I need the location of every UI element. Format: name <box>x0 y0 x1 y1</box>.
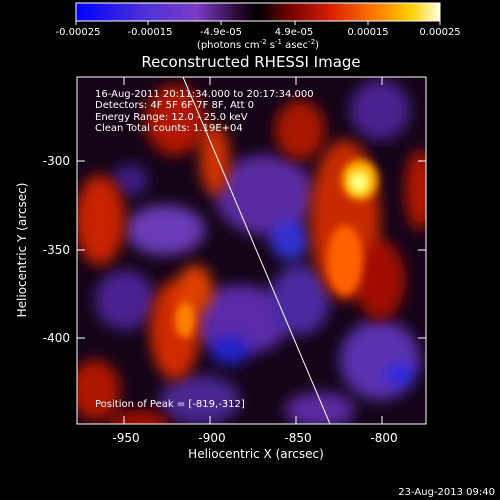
colorbar-tick-label: 4.9e-05 <box>275 27 313 38</box>
image-plot-area <box>77 77 426 424</box>
colorbar: -0.00025 -0.00015 -4.9e-05 4.9e-05 0.000… <box>56 2 461 51</box>
info-time-range: 16-Aug-2011 20:11:34.000 to 20:17:34.000 <box>95 89 314 100</box>
x-tick-label: -950 <box>112 431 139 445</box>
y-tick-label: -350 <box>43 243 70 257</box>
info-detectors: Detectors: 4F 5F 6F 7F 8F, Att 0 <box>95 100 254 111</box>
solar-limb-line <box>182 77 331 424</box>
image-title: Reconstructed RHESSI Image <box>141 53 360 71</box>
y-axis-label: Heliocentric Y (arcsec) <box>15 183 29 318</box>
x-tick-label: -900 <box>198 431 225 445</box>
y-tick-label: -300 <box>43 154 70 168</box>
colorbar-tick-label: -0.00015 <box>128 27 173 38</box>
colorbar-tick-label: -0.00025 <box>56 27 101 38</box>
peak-emission-source <box>349 171 369 193</box>
x-tick-label: -800 <box>370 431 397 445</box>
y-tick-label: -400 <box>43 331 70 345</box>
render-timestamp: 23-Aug-2013 09:40 <box>398 487 495 498</box>
colorbar-tick-label: 0.00025 <box>419 27 460 38</box>
y-axis-ticks <box>77 160 426 339</box>
colorbar-tick-label: -4.9e-05 <box>200 27 242 38</box>
x-axis-label: Heliocentric X (arcsec) <box>188 447 324 461</box>
x-axis-ticks <box>123 77 383 424</box>
negative-emission-regions <box>95 80 420 424</box>
peak-position-label: Position of Peak = [-819,-312] <box>95 399 245 410</box>
colorbar-tick-label: 0.00015 <box>347 27 388 38</box>
info-total-counts: Clean Total counts: 1.19E+04 <box>95 123 243 134</box>
colorbar-units: (photons cm-2 s-1 asec-2) <box>197 38 319 51</box>
x-tick-label: -850 <box>284 431 311 445</box>
colorbar-gradient <box>75 2 441 22</box>
info-energy-range: Energy Range: 12.0 - 25.0 keV <box>95 112 248 123</box>
